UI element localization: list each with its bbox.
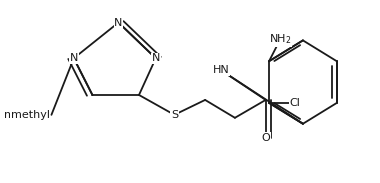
Text: NH$_2$: NH$_2$ bbox=[269, 33, 291, 46]
Text: O: O bbox=[261, 133, 270, 143]
Text: methyl: methyl bbox=[11, 110, 50, 120]
Text: N: N bbox=[70, 53, 78, 63]
Text: N: N bbox=[152, 53, 160, 63]
Text: N: N bbox=[114, 18, 123, 27]
Text: S: S bbox=[171, 110, 178, 120]
Text: HN: HN bbox=[212, 65, 230, 75]
Text: Cl: Cl bbox=[290, 98, 301, 108]
Text: methyl: methyl bbox=[3, 110, 43, 120]
